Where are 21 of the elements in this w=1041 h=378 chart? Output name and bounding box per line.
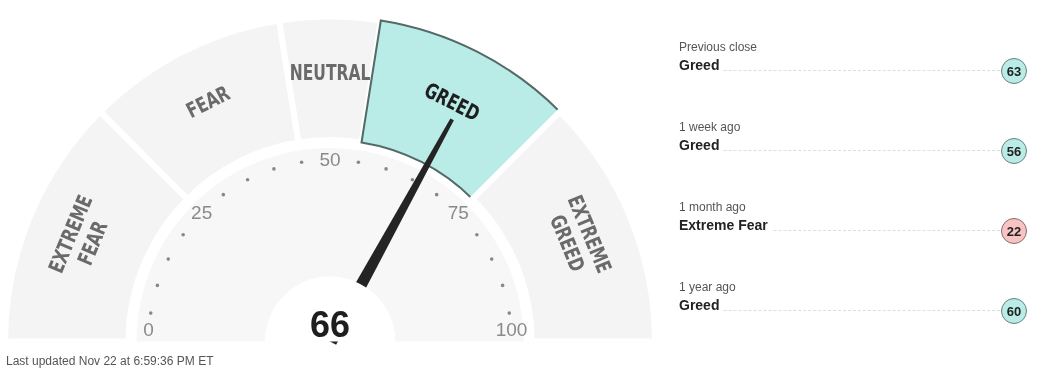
text: 100 <box>495 318 528 341</box>
text: 1 week ago <box>679 120 741 134</box>
text: 1 year ago <box>679 280 736 294</box>
text: Greed <box>679 137 724 153</box>
text: 1 month ago <box>679 200 746 214</box>
text: 63 <box>1001 58 1027 84</box>
slice-label: FEAR <box>182 80 234 123</box>
text: Last updated Nov 22 at 6:59:36 PM ET <box>6 354 214 368</box>
text: 22 <box>1001 218 1027 244</box>
text: Previous close <box>679 40 758 54</box>
text: 0 <box>143 318 154 341</box>
text: 25 <box>191 202 213 225</box>
text: 50 <box>319 149 341 171</box>
slice-label: NEUTRAL <box>289 60 371 85</box>
text: 56 <box>1001 138 1027 164</box>
text: 75 <box>447 202 469 225</box>
text: 66 <box>309 303 351 346</box>
text: 60 <box>1001 298 1027 324</box>
text: Extreme Fear <box>679 217 772 233</box>
text: Greed <box>679 57 724 73</box>
text: Greed <box>679 297 724 313</box>
